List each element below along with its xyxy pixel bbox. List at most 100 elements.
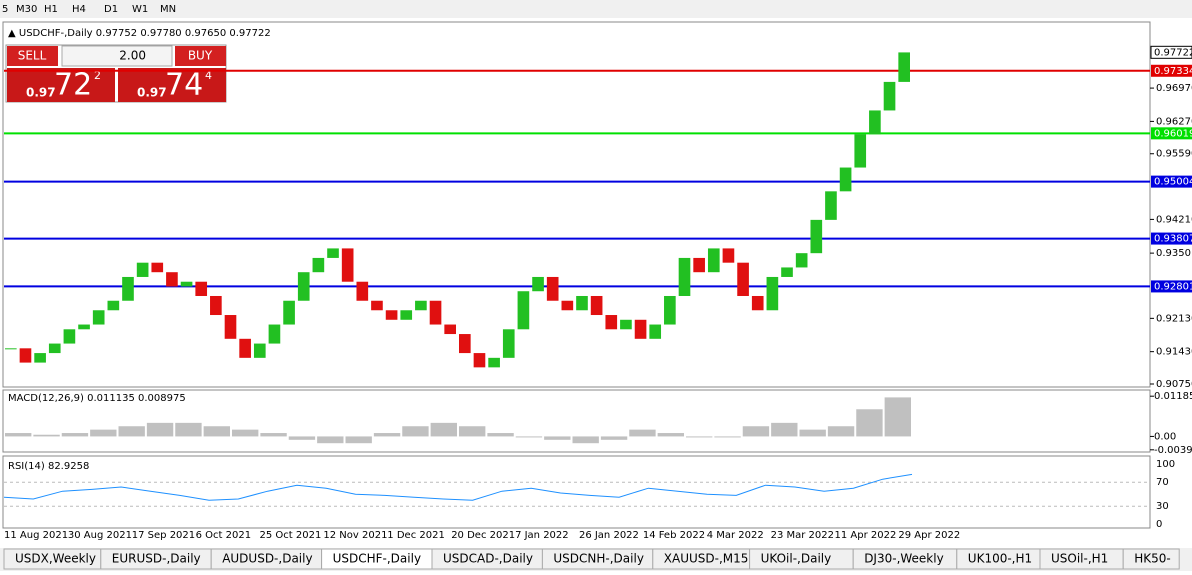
timeframe-button[interactable]: H1: [44, 4, 58, 15]
macd-bar: [288, 436, 316, 440]
buy-price-box[interactable]: [118, 68, 226, 102]
candle: [180, 281, 193, 287]
macd-bar: [799, 429, 826, 437]
macd-bar: [33, 434, 60, 437]
candle: [34, 353, 46, 363]
macd-bar: [232, 429, 259, 437]
candle: [649, 324, 662, 339]
tab-label: EURUSD-,Daily: [112, 552, 201, 566]
macd-bar: [260, 433, 287, 437]
timeframe-button[interactable]: W1: [132, 4, 148, 15]
level-tag: [1151, 232, 1192, 245]
candle: [678, 257, 691, 296]
sell-button[interactable]: [7, 46, 58, 66]
macd-bar: [827, 426, 855, 437]
lots: 2.00: [119, 49, 146, 63]
date-label: 1 Dec 2021: [387, 530, 445, 541]
level-tag: [1151, 280, 1192, 293]
candle: [781, 267, 793, 277]
buy-button[interactable]: [175, 46, 226, 66]
timeframe-button[interactable]: H4: [72, 4, 86, 15]
candle: [664, 295, 676, 325]
candle: [283, 300, 295, 325]
candle: [297, 272, 310, 301]
current-price: 0.97722: [1154, 47, 1192, 58]
lots-input[interactable]: [61, 45, 173, 67]
date-label: 25 Oct 2021: [260, 530, 322, 541]
macd-bar: [459, 426, 486, 437]
candle: [122, 276, 134, 301]
date-label: 26 Jan 2022: [579, 530, 639, 541]
level-tag: [1151, 175, 1192, 188]
tab-label: USDCHF-,Daily: [333, 552, 421, 566]
main-panel: [2, 21, 1151, 388]
date-label: 14 Feb 2022: [643, 530, 705, 541]
timeframe-button[interactable]: M30: [16, 4, 37, 15]
rsi-panel: [2, 455, 1151, 529]
tab-label: HK50-: [1134, 552, 1171, 566]
candle: [766, 276, 779, 311]
macd-bar: [856, 409, 883, 437]
tab-label: AUDUSD-,Daily: [222, 552, 312, 566]
trade-panel: SELL 2.00 BUY 0.97 72 2 0.97 74 4: [5, 44, 227, 103]
candle: [429, 300, 442, 325]
chart-title: ▲ USDCHF-,Daily 0.97752 0.97780 0.97650 …: [8, 28, 271, 39]
candle: [502, 329, 515, 358]
rsi-label: 30: [1156, 501, 1169, 512]
tab-label: USDX,Weekly: [15, 552, 96, 566]
candle: [19, 348, 32, 363]
rsi-line: [3, 473, 913, 501]
macd-bar: [742, 426, 770, 437]
sell-price-box[interactable]: [7, 68, 115, 102]
macd-bar: [203, 426, 230, 437]
candle: [546, 276, 559, 301]
ohlc: 0.97752 0.97780 0.97650 0.97722: [96, 28, 271, 39]
buy-label: BUY: [188, 49, 213, 63]
macd-bar: [345, 436, 372, 444]
level-tag: [1151, 64, 1192, 77]
candle: [737, 262, 749, 296]
candle: [400, 310, 413, 320]
macd-bar: [317, 436, 344, 444]
toolbar: [0, 0, 1192, 18]
tab[interactable]: [1122, 548, 1180, 570]
level-tag: [1151, 127, 1192, 140]
timeframe-button[interactable]: MN: [160, 4, 176, 15]
current-price-tag: [1150, 45, 1192, 59]
rsi-label: 70: [1156, 477, 1169, 488]
candle: [107, 300, 120, 311]
level-label: 0.97334: [1154, 66, 1192, 77]
timeframe-button[interactable]: 5: [2, 4, 8, 15]
candle: [473, 353, 486, 368]
macd-bar: [146, 422, 174, 437]
tab-label: USDCAD-,Daily: [443, 552, 533, 566]
timeframe-button[interactable]: D1: [104, 4, 118, 15]
macd-bar: [572, 436, 599, 444]
candle: [795, 253, 808, 268]
tab-label: UK100-,H1: [968, 552, 1032, 566]
macd-label: 0.011853: [1154, 391, 1192, 402]
candle: [810, 219, 823, 254]
candle: [48, 343, 61, 354]
candle: [620, 319, 632, 330]
date-label: 7 Jan 2022: [515, 530, 569, 541]
candle: [327, 248, 339, 258]
date-label: 6 Oct 2021: [196, 530, 251, 541]
candle: [869, 110, 881, 135]
candle: [253, 343, 266, 358]
macd-bar: [5, 433, 32, 437]
candle: [268, 324, 281, 344]
macd-bar: [600, 436, 628, 440]
candle: [825, 191, 837, 220]
candle: [78, 324, 90, 330]
tab-label: XAUUSD-,M15: [664, 552, 749, 566]
rsi-label: 100: [1156, 459, 1175, 470]
candle: [415, 300, 427, 311]
macd-title: MACD(12,26,9) 0.011135 0.008975: [8, 393, 186, 404]
macd-bar: [61, 433, 89, 437]
candle: [634, 319, 647, 339]
candle: [707, 248, 720, 273]
